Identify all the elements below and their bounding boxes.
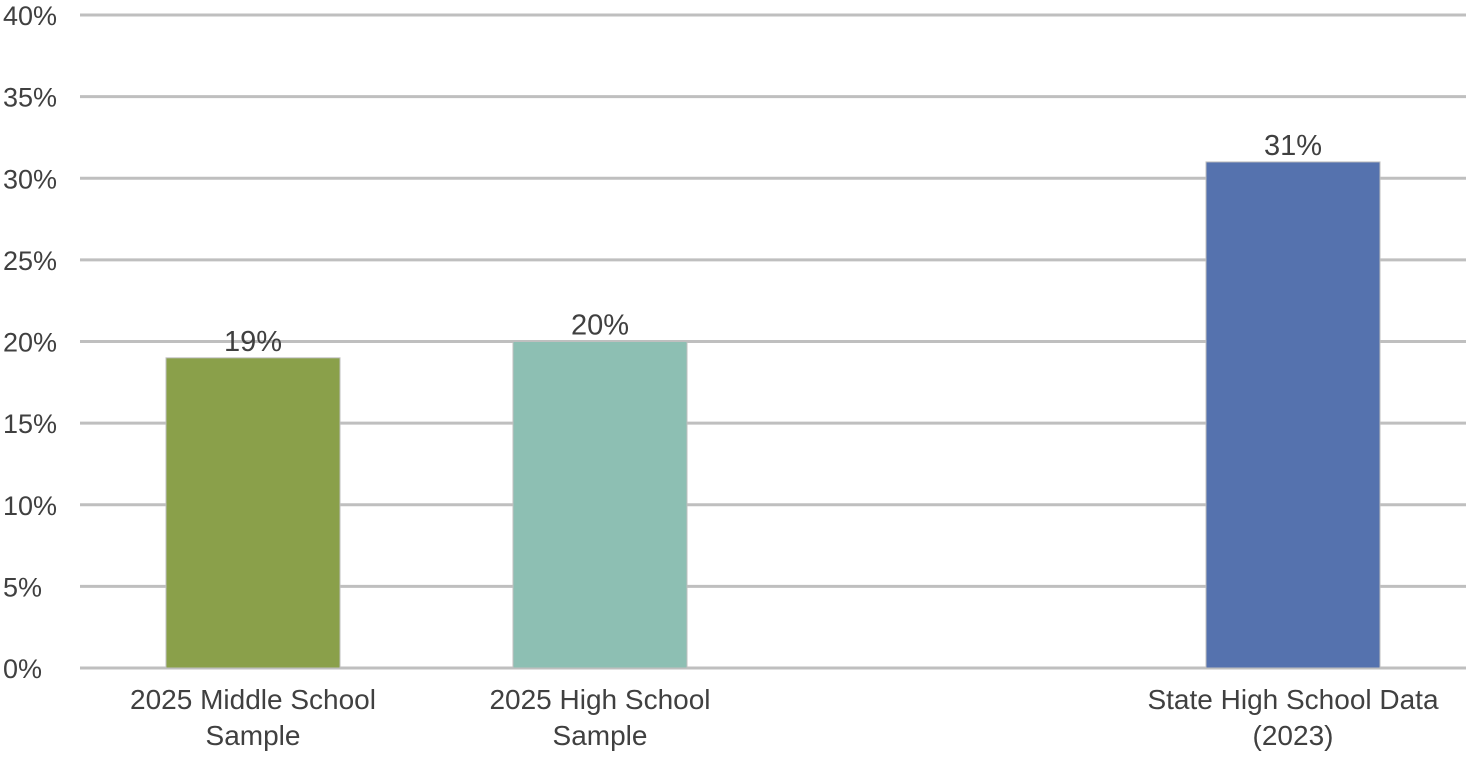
x-axis-category-labels: 2025 Middle School Sample 2025 High School… [130, 684, 1439, 751]
y-axis-tick-labels: 0% 5% 10% 15% 20% 25% 30% 35% 40% [3, 1, 57, 684]
y-tick-label: 30% [3, 164, 57, 194]
x-category-label: Sample [206, 720, 301, 751]
bar [165, 357, 341, 669]
y-tick-label: 5% [3, 572, 42, 602]
bar [512, 341, 688, 669]
x-category-label: Sample [553, 720, 648, 751]
x-category-label: State High School Data [1147, 684, 1438, 715]
bar [1205, 161, 1381, 669]
y-tick-label: 10% [3, 491, 57, 521]
data-label: 19% [224, 326, 282, 358]
y-tick-label: 35% [3, 83, 57, 113]
x-category-label: 2025 Middle School [130, 684, 376, 715]
bars [165, 161, 1381, 669]
data-label: 20% [571, 310, 629, 342]
y-tick-label: 20% [3, 328, 57, 358]
x-category-label: 2025 High School [489, 684, 710, 715]
data-labels: 19% 20% 31% [224, 130, 1322, 358]
y-tick-label: 40% [3, 1, 57, 31]
y-tick-label: 25% [3, 246, 57, 276]
data-label: 31% [1264, 130, 1322, 162]
y-tick-label: 15% [3, 409, 57, 439]
x-category-label: (2023) [1253, 720, 1334, 751]
y-tick-label: 0% [3, 654, 42, 684]
